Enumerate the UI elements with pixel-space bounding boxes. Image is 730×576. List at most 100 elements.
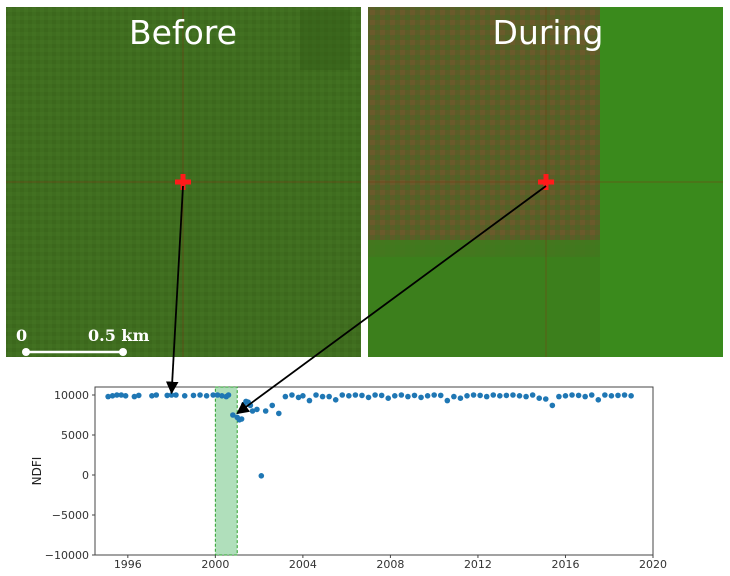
data-point [602,392,608,398]
data-point [615,392,621,399]
y-axis-ticks: 10000 5000 0 −5000 −10000 [45,389,95,562]
data-point [105,393,111,400]
data-point [258,473,265,479]
data-point [149,393,155,399]
y-tick-label: 10000 [54,389,89,402]
data-point [378,392,385,399]
data-point [319,393,326,400]
x-tick-label: 2012 [464,558,492,571]
data-point [173,392,179,398]
data-point [549,402,556,409]
data-point [190,392,197,399]
during-panel: During [368,7,723,357]
x-tick-label: 2008 [376,558,404,571]
x-tick-label: 2004 [289,558,317,571]
data-point [595,397,602,403]
data-point [497,393,503,399]
data-point [588,392,595,398]
during-clearing [368,7,600,257]
y-tick-label: −5000 [52,509,89,522]
data-point [562,393,569,399]
data-point [542,396,549,402]
data-point [282,393,289,400]
plot-area [94,386,654,556]
before-dark-patch [300,10,350,70]
data-point [470,392,477,398]
data-point [135,392,142,399]
data-point [300,393,306,399]
before-title: Before [129,13,237,52]
scale-start-label: 0 [16,326,27,345]
data-point [114,392,120,398]
data-point [483,393,490,400]
data-point [118,392,125,398]
data-point [628,393,634,399]
data-point [411,392,418,399]
x-tick-label: 2020 [639,558,667,571]
y-tick-label: 5000 [61,429,89,442]
x-axis-ticks: 1996 2000 2004 2008 2012 2016 2020 [114,555,667,571]
data-point [289,392,295,398]
data-point [326,393,332,400]
scale-bar-start-dot [22,348,30,356]
x-tick-label: 2000 [201,558,229,571]
data-point [451,393,457,400]
data-point [238,416,245,422]
data-point [536,395,543,402]
data-point [424,393,431,399]
data-point [109,393,116,399]
data-point [214,392,221,398]
scale-bar: 0 0.5 km [16,326,149,356]
data-point [621,392,628,398]
data-point [122,393,129,399]
data-point [523,393,529,400]
data-point [131,393,138,400]
during-title: During [493,13,604,52]
data-point [249,408,256,414]
data-point [444,397,451,404]
data-point [418,394,424,401]
data-point [405,393,411,400]
data-point [457,395,464,402]
data-point [529,392,536,398]
data-point [181,393,188,399]
data-point [608,393,615,399]
data-point [269,402,276,409]
data-points [105,392,634,479]
data-point [365,394,372,401]
data-point [254,406,260,413]
data-point [556,393,562,400]
data-point [219,393,225,399]
before-panel: Before 0 0.5 km [6,7,361,357]
data-point [332,397,339,403]
data-point [490,392,497,398]
data-point [431,392,437,398]
data-point [197,392,203,398]
data-point [372,392,378,398]
data-point [203,393,210,399]
data-point [391,393,398,399]
data-point [582,393,588,400]
y-tick-label: −10000 [45,549,89,562]
scale-end-label: 0.5 km [88,326,149,345]
data-point [477,392,483,399]
data-point [503,392,510,399]
y-axis-label: NDFI [30,457,44,486]
data-point [398,392,405,398]
scale-bar-end-dot [119,348,127,356]
data-point [437,392,444,399]
data-point [359,392,365,399]
data-point [510,392,516,398]
data-point [306,397,313,404]
before-to-chart-arrow [165,185,184,395]
y-tick-label: 0 [82,469,89,482]
data-point [225,392,232,398]
data-point [276,410,282,417]
data-point [569,392,575,398]
during-to-chart-arrow [236,185,547,415]
disturbance-period-band [214,386,238,556]
before-location-marker-icon [175,174,191,190]
data-point [295,394,302,401]
data-point [516,393,523,399]
